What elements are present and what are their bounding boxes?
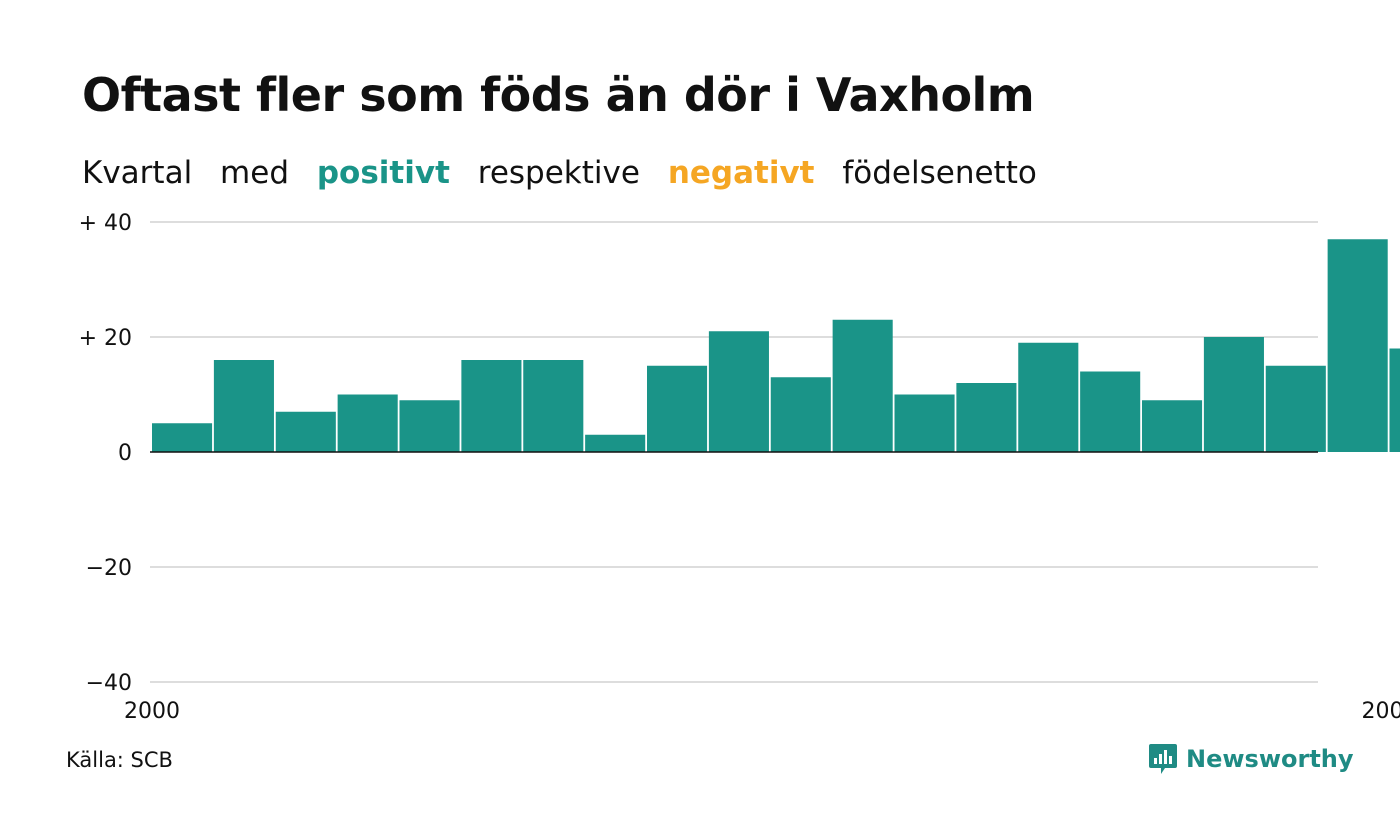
source-note: Källa: SCB bbox=[66, 748, 173, 772]
bar-positive bbox=[647, 365, 708, 452]
subtitle-positive-label: positivt bbox=[316, 155, 450, 191]
bar-positive bbox=[770, 377, 831, 452]
bar-positive bbox=[956, 383, 1017, 452]
brand-name: Newsworthy bbox=[1186, 745, 1354, 773]
subtitle-word-med: med bbox=[220, 155, 289, 191]
x-tick-label: 2005 bbox=[1362, 699, 1400, 724]
bar-positive bbox=[152, 423, 213, 452]
chart-title: Oftast fler som föds än dör i Vaxholm bbox=[82, 68, 1035, 122]
bar-positive bbox=[461, 360, 522, 452]
bar-positive bbox=[213, 360, 274, 452]
x-tick-label: 2000 bbox=[124, 699, 180, 724]
bar-positive bbox=[1265, 365, 1326, 452]
bar-positive bbox=[1142, 400, 1203, 452]
bar-positive bbox=[832, 319, 893, 452]
y-tick-label: −20 bbox=[86, 556, 132, 581]
bar-positive bbox=[708, 331, 769, 452]
bar-positive bbox=[1080, 371, 1141, 452]
bar-positive bbox=[894, 394, 955, 452]
y-tick-label: 0 bbox=[118, 441, 132, 466]
bar-positive bbox=[585, 434, 646, 452]
bar-positive bbox=[523, 360, 584, 452]
chart-subtitle: Kvartal med positivt respektive negativt… bbox=[82, 155, 1055, 191]
bar-positive bbox=[337, 394, 398, 452]
newsworthy-logo: Newsworthy bbox=[1148, 742, 1354, 776]
bar-positive bbox=[1203, 337, 1264, 452]
subtitle-negative-label: negativt bbox=[667, 155, 815, 191]
subtitle-word-fodelsenetto: födelsenetto bbox=[842, 155, 1037, 191]
y-tick-label: −40 bbox=[86, 671, 132, 696]
bar-positive bbox=[399, 400, 460, 452]
bar-positive bbox=[1018, 342, 1079, 452]
bar-positive bbox=[275, 411, 336, 452]
newsworthy-logo-icon bbox=[1149, 744, 1177, 774]
subtitle-word-kvartal: Kvartal bbox=[82, 155, 193, 191]
bar-positive bbox=[1327, 239, 1388, 452]
subtitle-word-respektive: respektive bbox=[477, 155, 640, 191]
bar-positive bbox=[1389, 348, 1400, 452]
y-tick-label: + 40 bbox=[79, 211, 132, 236]
y-tick-label: + 20 bbox=[79, 326, 132, 351]
